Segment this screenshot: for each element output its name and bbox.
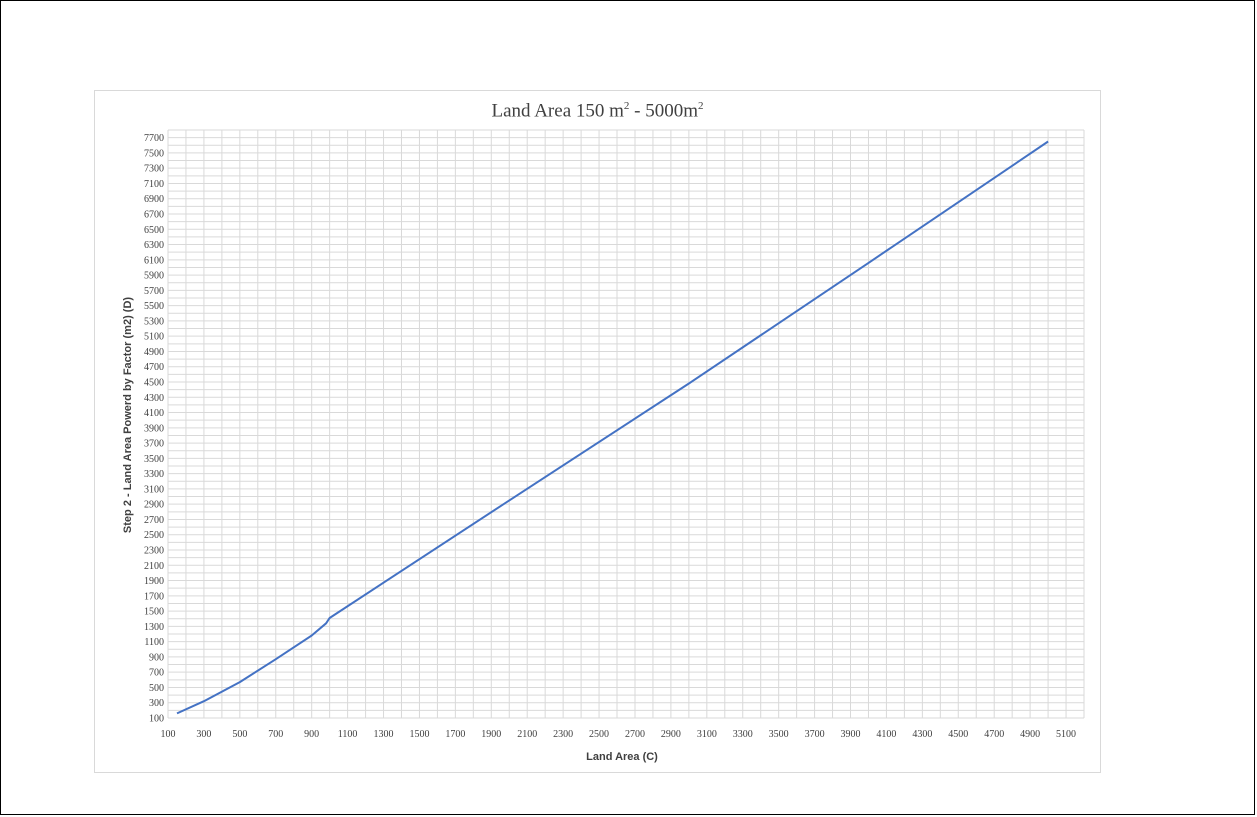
y-tick-label: 3300 xyxy=(144,469,164,480)
y-tick-label: 7300 xyxy=(144,164,164,175)
y-tick-label: 6900 xyxy=(144,194,164,205)
x-tick-label: 1300 xyxy=(374,729,394,740)
y-tick-label: 1700 xyxy=(144,591,164,602)
y-tick-label: 7700 xyxy=(144,133,164,144)
x-tick-label: 4100 xyxy=(876,729,896,740)
chart-frame xyxy=(94,90,1101,773)
series-group xyxy=(176,140,1049,715)
y-tick-label: 1100 xyxy=(144,637,164,648)
y-tick-labels: 100 300 500 700 900 1100 1300 1500 1700 1900 2100 2… xyxy=(144,133,164,724)
x-tick-label: 700 xyxy=(268,729,283,740)
x-tick-label: 2700 xyxy=(625,729,645,740)
x-tick-label: 1700 xyxy=(445,729,465,740)
y-tick-label: 500 xyxy=(149,683,164,694)
x-tick-label: 4700 xyxy=(984,729,1004,740)
x-tick-label: 3900 xyxy=(841,729,861,740)
x-tick-label: 2100 xyxy=(517,729,537,740)
x-tick-label: 2900 xyxy=(661,729,681,740)
x-tick-label: 1500 xyxy=(409,729,429,740)
y-tick-label: 5700 xyxy=(144,286,164,297)
x-tick-label: 3700 xyxy=(805,729,825,740)
y-tick-label: 1500 xyxy=(144,607,164,618)
y-tick-label: 2500 xyxy=(144,530,164,541)
y-tick-label: 5500 xyxy=(144,301,164,312)
y-tick-label: 5900 xyxy=(144,271,164,282)
y-tick-label: 5100 xyxy=(144,332,164,343)
y-tick-label: 1300 xyxy=(144,622,164,633)
y-tick-label: 900 xyxy=(149,652,164,663)
chart-title-superscript-1: 2 xyxy=(623,100,630,112)
y-tick-label: 7500 xyxy=(144,148,164,159)
y-tick-label: 3700 xyxy=(144,439,164,450)
x-tick-label: 4900 xyxy=(1020,729,1040,740)
x-tick-label: 1100 xyxy=(338,729,358,740)
y-tick-label: 3100 xyxy=(144,484,164,495)
y-tick-label: 6100 xyxy=(144,255,164,266)
y-axis-title: Step 2 - Land Area Powerd by Factor (m2)… xyxy=(122,297,134,533)
y-tick-label: 5300 xyxy=(144,316,164,327)
x-tick-label: 1900 xyxy=(481,729,501,740)
chart-title-part2: - 5000m xyxy=(629,100,699,122)
y-tick-label: 6700 xyxy=(144,210,164,221)
y-tick-label: 7100 xyxy=(144,179,164,190)
x-tick-label: 300 xyxy=(196,729,211,740)
chart-title-part1: Land Area 150 m xyxy=(491,100,624,122)
y-tick-label: 3500 xyxy=(144,454,164,465)
x-tick-label: 4300 xyxy=(912,729,932,740)
x-tick-labels: 100 300 500 700 900 1100 1300 1500 1700 1900 2100 2… xyxy=(161,729,1077,740)
x-tick-label: 3500 xyxy=(769,729,789,740)
y-tick-label: 300 xyxy=(149,698,164,709)
x-tick-label: 2500 xyxy=(589,729,609,740)
x-tick-label: 100 xyxy=(161,729,176,740)
y-tick-label: 2900 xyxy=(144,500,164,511)
y-tick-label: 6500 xyxy=(144,225,164,236)
series-line xyxy=(176,140,1049,715)
x-tick-label: 900 xyxy=(304,729,319,740)
y-tick-label: 1900 xyxy=(144,576,164,587)
y-tick-label: 100 xyxy=(149,714,164,725)
x-tick-label: 2300 xyxy=(553,729,573,740)
y-tick-label: 3900 xyxy=(144,423,164,434)
chart-title: Land Area 150 m2 - 5000m2 xyxy=(94,100,1101,122)
y-tick-label: 700 xyxy=(149,668,164,679)
y-tick-label: 6300 xyxy=(144,240,164,251)
x-tick-label: 4500 xyxy=(948,729,968,740)
y-tick-label: 2700 xyxy=(144,515,164,526)
y-tick-label: 2300 xyxy=(144,546,164,557)
y-tick-label: 4500 xyxy=(144,378,164,389)
chart-title-superscript-2: 2 xyxy=(698,100,704,112)
x-axis-title: Land Area (C) xyxy=(586,751,658,763)
x-tick-label: 5100 xyxy=(1056,729,1076,740)
x-tick-label: 3100 xyxy=(697,729,717,740)
x-tick-label: 3300 xyxy=(733,729,753,740)
x-tick-label: 500 xyxy=(232,729,247,740)
y-tick-label: 4300 xyxy=(144,393,164,404)
y-tick-label: 4100 xyxy=(144,408,164,419)
y-tick-label: 4700 xyxy=(144,362,164,373)
y-tick-label: 2100 xyxy=(144,561,164,572)
gridlines xyxy=(167,129,1085,719)
y-tick-label: 4900 xyxy=(144,347,164,358)
